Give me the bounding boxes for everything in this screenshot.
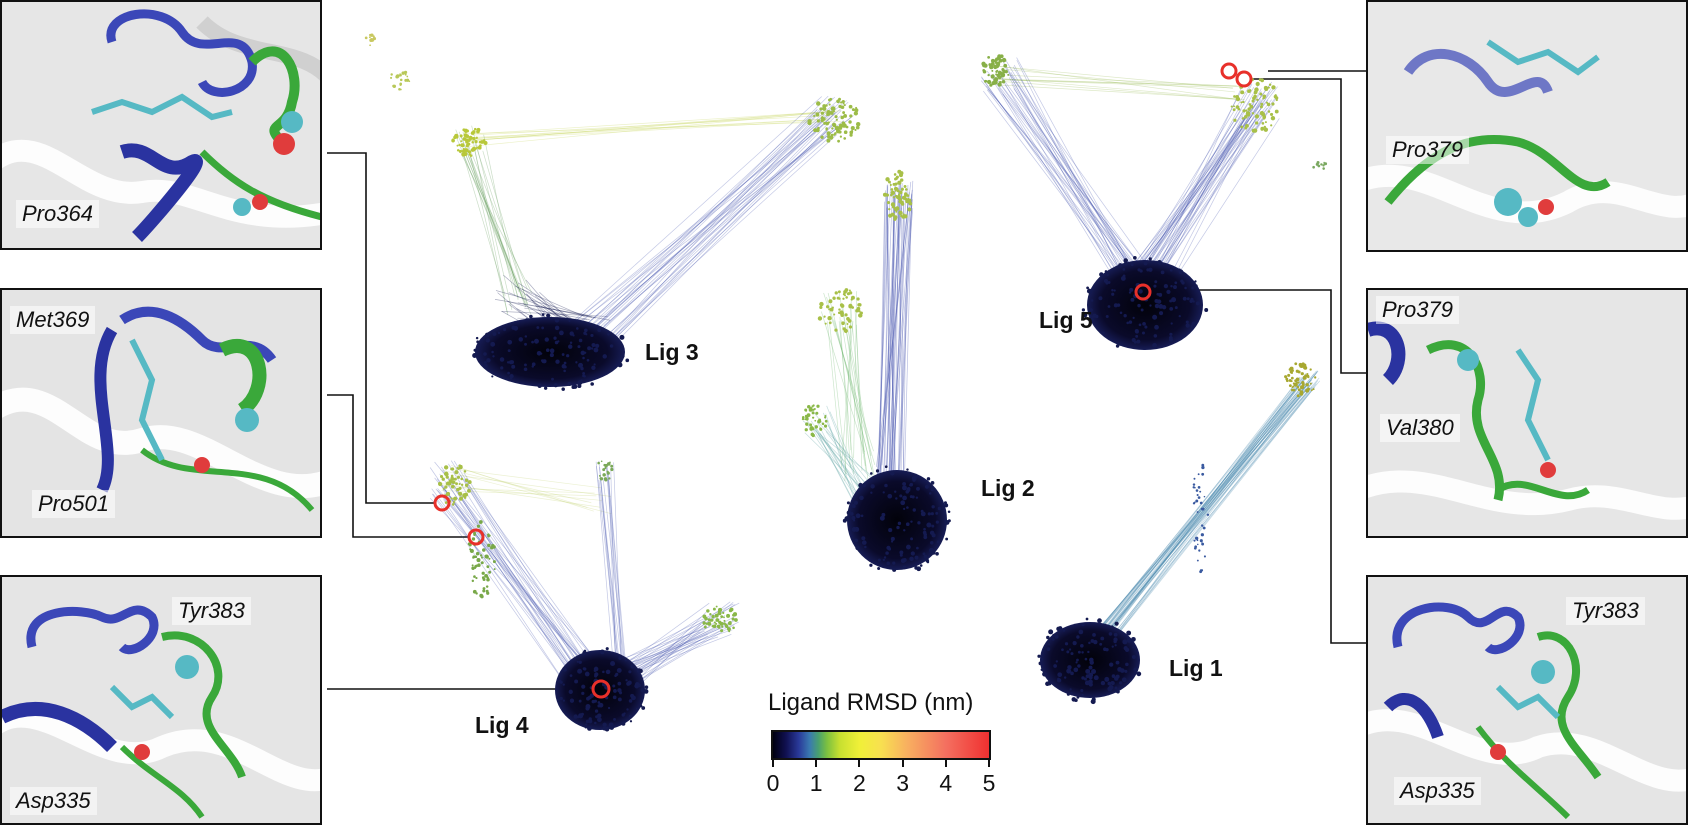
network-clusters [364,33,1328,732]
structure-panel-pro379-val380: Pro379 Val380 [1366,288,1688,538]
residue-label: Tyr383 [172,597,251,625]
highlight-circle [1235,70,1253,88]
residue-label: Met369 [10,306,96,334]
structure-panel-tyr383-right: Tyr383 Asp335 [1366,575,1688,825]
colorbar-tick-label: 0 [766,770,780,796]
colorbar-tick [772,760,774,767]
network-label-lig1: Lig 1 [1169,655,1223,681]
protein-structure-image [1368,2,1686,250]
highlight-circle [591,679,611,699]
network-label-lig5: Lig 5 [1039,307,1093,333]
residue-label: Val380 [1380,414,1460,442]
residue-label: Asp335 [1394,777,1481,805]
residue-label: Tyr383 [1566,597,1645,625]
colorbar-tick-label: 5 [982,770,996,796]
residue-label: Pro379 [1386,136,1469,164]
colorbar-tick [858,760,861,767]
structure-panel-tyr383-left: Tyr383 Asp335 [0,575,322,825]
protein-structure-image [1368,290,1686,536]
highlight-circle [467,528,485,546]
residue-label: Asp335 [10,787,97,815]
network-label-lig4: Lig 4 [475,712,529,738]
highlight-circles [433,62,1253,699]
colorbar-tick-label: 1 [809,770,823,796]
structure-panel-pro379-top: Pro379 [1366,0,1688,252]
protein-structure-image [2,577,320,823]
colorbar-tick-label: 2 [852,770,866,796]
colorbar-tick-label: 4 [939,770,953,796]
residue-label: Pro379 [1376,296,1459,324]
highlight-circle [1220,62,1238,80]
colorbar-tick [988,760,990,767]
colorbar-tick-label: 3 [896,770,909,796]
residue-label: Pro364 [16,200,99,228]
network-label-lig2: Lig 2 [981,475,1035,501]
colorbar-tick [815,760,818,767]
structure-panel-met369: Met369 Pro501 [0,288,322,538]
colorbar [771,730,991,760]
highlight-circle [1134,283,1152,301]
residue-label: Pro501 [32,490,115,518]
highlight-circle [433,494,451,512]
network-label-lig3: Lig 3 [645,339,699,365]
colorbar-tick [901,760,904,767]
colorbar-tick [944,760,947,767]
structure-panel-pro364: Pro364 [0,0,322,250]
legend-title: Ligand RMSD (nm) [768,689,974,716]
